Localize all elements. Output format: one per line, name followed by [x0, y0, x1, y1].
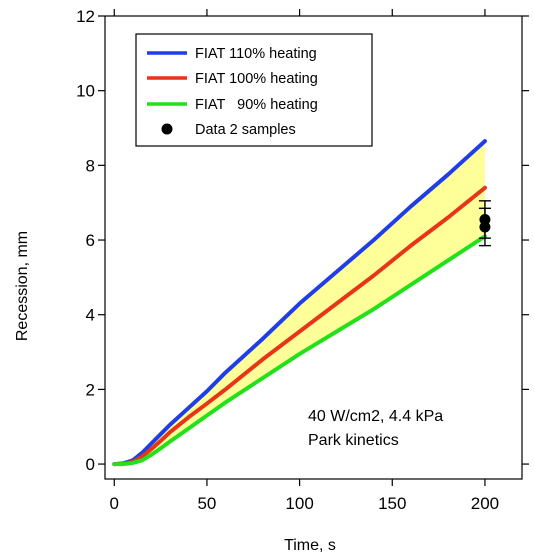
y-tick-label-8: 8	[86, 156, 95, 175]
legend: FIAT 110% heating FIAT 100% heating FIAT…	[135, 33, 373, 147]
y-tick-label-2: 2	[86, 380, 95, 399]
x-tick-label-150: 150	[378, 494, 406, 513]
y-tick-label-6: 6	[86, 231, 95, 250]
data-points-layer	[478, 200, 491, 247]
legend-label-series-2: FIAT 90% heating	[195, 97, 318, 113]
annotation-kinetics: Park kinetics	[308, 432, 399, 449]
x-axis-label: Time, s	[284, 537, 336, 554]
series-layer	[112, 139, 487, 467]
annotation-conditions: 40 W/cm2, 4.4 kPa	[308, 408, 443, 425]
x-tick-label-50: 50	[197, 494, 216, 513]
y-axis-label: Recession, mm	[14, 231, 31, 341]
x-tick-label-200: 200	[471, 494, 499, 513]
y-tick-label-4: 4	[86, 306, 95, 325]
series-line-2	[112, 234, 487, 467]
legend-label-series-0: FIAT 110% heating	[195, 46, 317, 62]
y-tick-label-10: 10	[76, 82, 95, 101]
tick-layer: 0 50 100 150 200 0 2 4 6 8 10 12	[76, 7, 529, 513]
x-tick-label-0: 0	[110, 494, 119, 513]
plot-frame	[104, 15, 523, 480]
legend-label-data-points: Data 2 samples	[195, 122, 296, 138]
legend-marker-data-points	[161, 123, 173, 135]
x-tick-label-100: 100	[285, 494, 313, 513]
y-tick-label-12: 12	[76, 7, 95, 26]
y-tick-label-0: 0	[86, 455, 95, 474]
series-line-0	[112, 139, 487, 467]
data-point-1	[479, 221, 491, 233]
series-line-1	[112, 185, 487, 467]
legend-label-series-1: FIAT 100% heating	[195, 71, 318, 87]
